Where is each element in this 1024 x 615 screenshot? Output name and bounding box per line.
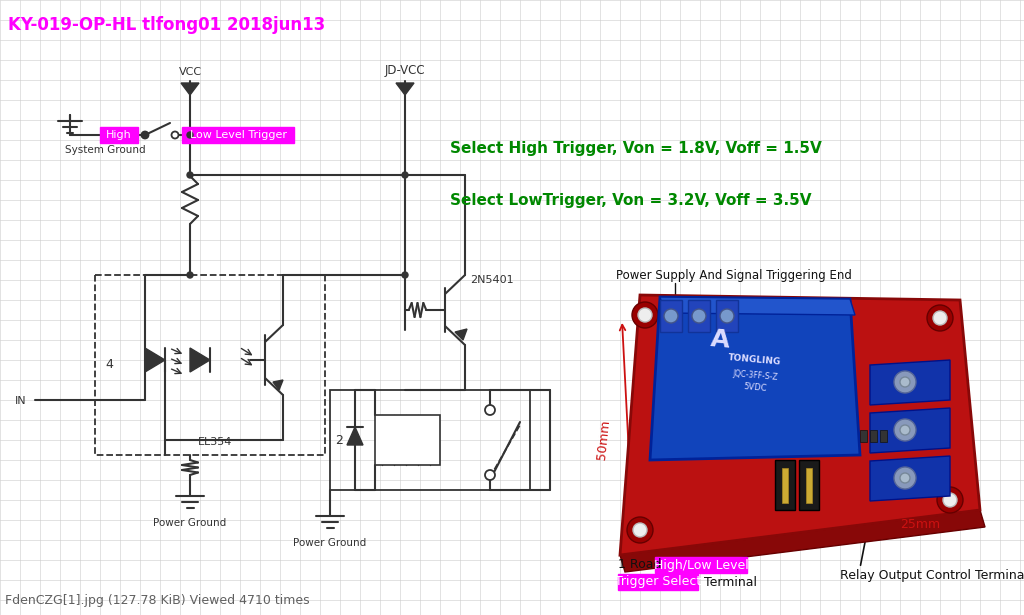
Bar xyxy=(799,460,819,510)
Polygon shape xyxy=(620,510,985,572)
Circle shape xyxy=(485,470,495,480)
Bar xyxy=(860,430,867,442)
Circle shape xyxy=(187,272,193,278)
Bar xyxy=(775,460,795,510)
Polygon shape xyxy=(688,300,710,332)
Text: IN: IN xyxy=(15,396,27,406)
Text: High/Low Level: High/Low Level xyxy=(653,558,749,571)
Circle shape xyxy=(632,302,658,328)
Polygon shape xyxy=(396,83,414,95)
Text: 25mm: 25mm xyxy=(900,518,940,531)
Text: System Ground: System Ground xyxy=(65,145,145,155)
Circle shape xyxy=(627,517,653,543)
Text: Select LowTrigger, Von = 3.2V, Voff = 3.5V: Select LowTrigger, Von = 3.2V, Voff = 3.… xyxy=(450,192,811,207)
Polygon shape xyxy=(716,300,738,332)
Bar xyxy=(95,275,325,455)
Text: KY-019-OP-HL tlfong01 2018jun13: KY-019-OP-HL tlfong01 2018jun13 xyxy=(8,16,326,34)
Bar xyxy=(330,390,530,490)
Circle shape xyxy=(171,132,178,138)
Text: TONGLING: TONGLING xyxy=(728,353,782,367)
Text: FdenCZG[1].jpg (127.78 KiB) Viewed 4710 times: FdenCZG[1].jpg (127.78 KiB) Viewed 4710 … xyxy=(5,594,309,607)
Text: Low Level Trigger: Low Level Trigger xyxy=(189,130,287,140)
Circle shape xyxy=(142,132,148,138)
Circle shape xyxy=(633,523,647,537)
Bar xyxy=(880,430,887,442)
Text: High: High xyxy=(106,130,132,140)
Circle shape xyxy=(927,305,953,331)
Polygon shape xyxy=(660,300,682,332)
Polygon shape xyxy=(190,348,210,372)
Circle shape xyxy=(894,371,916,393)
Circle shape xyxy=(894,467,916,489)
Circle shape xyxy=(900,473,910,483)
FancyBboxPatch shape xyxy=(618,574,698,590)
Text: 2N5401: 2N5401 xyxy=(470,275,514,285)
Polygon shape xyxy=(145,348,165,372)
FancyBboxPatch shape xyxy=(182,127,294,143)
Text: A: A xyxy=(710,327,731,353)
Circle shape xyxy=(900,425,910,435)
Bar xyxy=(870,430,877,442)
Polygon shape xyxy=(273,380,283,390)
Circle shape xyxy=(664,309,678,323)
Text: Terminal: Terminal xyxy=(700,576,757,589)
Text: 50mm: 50mm xyxy=(595,419,612,461)
Circle shape xyxy=(937,487,963,513)
Circle shape xyxy=(943,493,957,507)
Circle shape xyxy=(720,309,734,323)
Circle shape xyxy=(692,309,706,323)
Text: 5VDC: 5VDC xyxy=(743,383,767,394)
Polygon shape xyxy=(650,297,860,460)
FancyBboxPatch shape xyxy=(655,557,746,573)
Text: Trigger Select: Trigger Select xyxy=(614,576,701,589)
Circle shape xyxy=(900,377,910,387)
Polygon shape xyxy=(347,427,362,445)
Text: 1 Road: 1 Road xyxy=(618,558,666,571)
Text: Power Ground: Power Ground xyxy=(293,538,367,548)
Circle shape xyxy=(485,405,495,415)
Polygon shape xyxy=(870,456,950,501)
Text: EL354: EL354 xyxy=(198,437,232,447)
Circle shape xyxy=(933,311,947,325)
Polygon shape xyxy=(870,408,950,453)
Bar xyxy=(782,468,788,503)
Circle shape xyxy=(187,132,193,138)
Polygon shape xyxy=(660,297,855,315)
Polygon shape xyxy=(870,360,950,405)
Text: Power Ground: Power Ground xyxy=(154,518,226,528)
Circle shape xyxy=(894,419,916,441)
Circle shape xyxy=(638,308,652,322)
Circle shape xyxy=(402,172,408,178)
Text: JQC-3FF-S-Z: JQC-3FF-S-Z xyxy=(732,368,778,381)
Text: VCC: VCC xyxy=(178,67,202,77)
Polygon shape xyxy=(455,329,467,340)
Text: Power Supply And Signal Triggering End: Power Supply And Signal Triggering End xyxy=(616,269,852,282)
Bar xyxy=(806,468,812,503)
Circle shape xyxy=(402,272,408,278)
Text: 2: 2 xyxy=(335,434,343,446)
Text: Relay Output Control Terminals: Relay Output Control Terminals xyxy=(840,568,1024,582)
Text: Select High Trigger, Von = 1.8V, Voff = 1.5V: Select High Trigger, Von = 1.8V, Voff = … xyxy=(450,140,821,156)
Text: JD-VCC: JD-VCC xyxy=(385,64,425,77)
FancyBboxPatch shape xyxy=(100,127,138,143)
Circle shape xyxy=(187,172,193,178)
Circle shape xyxy=(141,132,148,138)
Polygon shape xyxy=(620,295,980,555)
Text: 4: 4 xyxy=(105,359,113,371)
Bar xyxy=(375,415,440,465)
Polygon shape xyxy=(181,83,199,95)
